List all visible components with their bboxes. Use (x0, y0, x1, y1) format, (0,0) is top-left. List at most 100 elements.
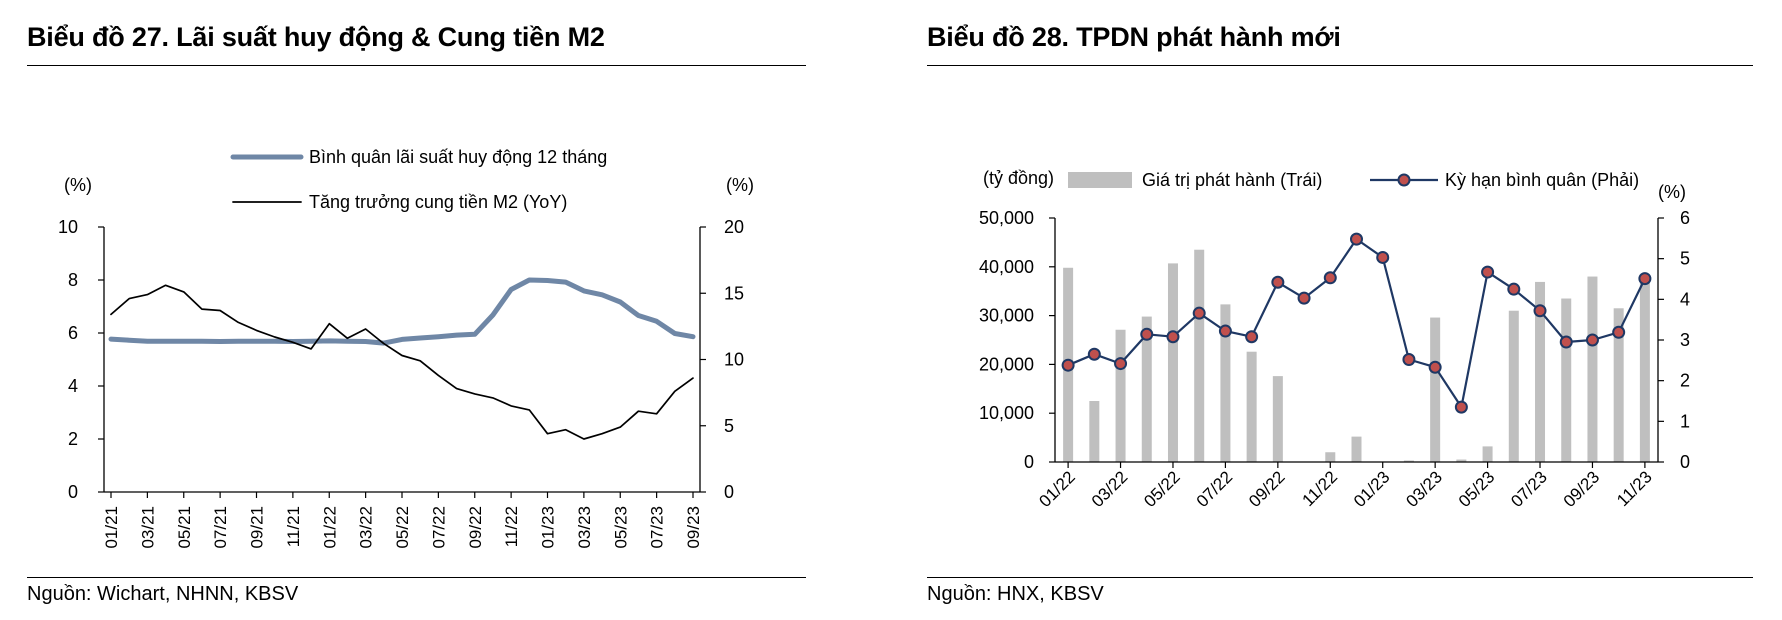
x-tick-label: 07/21 (211, 506, 230, 549)
avg-tenor-marker (1297, 291, 1311, 305)
x-tick-label: 07/23 (648, 506, 667, 549)
deposit-rate-line (108, 277, 696, 346)
issuance-bar (1220, 304, 1231, 462)
issuance-bar (1587, 276, 1598, 462)
x-tick-label: 03/22 (1088, 467, 1132, 511)
x-tick-label: 09/22 (1245, 467, 1289, 511)
chart-panel-corporate-bond-issuance: Biểu đồ 28. TPDN phát hành mới 0 10,000 20… (900, 0, 1782, 620)
avg-tenor-marker (1585, 333, 1599, 347)
x-tick-label: 11/22 (1298, 467, 1341, 510)
x-tick-label: 03/22 (357, 506, 376, 549)
y-right-unit: (%) (726, 175, 754, 195)
bar-line-combo-chart: 0 10,000 20,000 30,000 40,000 50,000 0 1 2 3 4 5 6 (t… (979, 168, 1690, 511)
x-tick-label: 11/22 (502, 506, 521, 547)
avg-tenor-marker (1245, 330, 1259, 344)
issuance-bar (1639, 282, 1650, 462)
y-left-tick-label: 6 (68, 323, 78, 343)
m2-growth-line (110, 284, 694, 440)
avg-tenor-marker (1428, 360, 1442, 374)
issuance-bar (1246, 351, 1257, 462)
y-left-tick-label: 20,000 (979, 354, 1034, 374)
x-tick-label: 09/22 (466, 506, 485, 549)
avg-tenor-marker (1481, 265, 1495, 279)
x-tick-label: 11/23 (1613, 467, 1656, 510)
x-tick-label: 07/23 (1507, 467, 1551, 511)
y-left-tick-label: 40,000 (979, 257, 1034, 277)
y-right-tick-label: 5 (724, 416, 734, 436)
y-left-unit: (tỷ đồng) (983, 168, 1054, 188)
y-left-tick-label: 4 (68, 376, 78, 396)
avg-tenor-marker (1376, 250, 1390, 264)
issuance-bar (1325, 452, 1336, 462)
y-left-tick-label: 0 (1024, 452, 1034, 472)
issuance-bar (1561, 298, 1572, 462)
y-right-tick-label: 10 (724, 350, 744, 370)
title-rule (27, 65, 806, 66)
avg-tenor-marker (1559, 335, 1573, 349)
y-right-tick-label: 20 (724, 217, 744, 237)
x-tick-label: 05/22 (1140, 467, 1184, 511)
avg-tenor-marker (1612, 325, 1626, 339)
y-right-tick-label: 4 (1680, 289, 1690, 309)
avg-tenor-marker (1166, 330, 1180, 344)
legend-label: Tăng trưởng cung tiền M2 (YoY) (309, 192, 567, 212)
y-left-tick-label: 10 (58, 217, 78, 237)
y-right-tick-label: 2 (1680, 371, 1690, 391)
legend-swatch (1068, 172, 1132, 188)
issuance-bar (1403, 460, 1414, 462)
avg-tenor-marker (1271, 275, 1285, 289)
source-rule (27, 577, 806, 578)
issuance-bar (1141, 316, 1152, 462)
x-tick-label: 05/22 (393, 506, 412, 549)
source-note: Nguồn: Wichart, NHNN, KBSV (27, 583, 299, 605)
x-tick-label: 07/22 (429, 506, 448, 549)
avg-tenor-line (1067, 238, 1646, 409)
title-rule (927, 65, 1753, 66)
chart-title: Biểu đồ 28. TPDN phát hành mới (927, 22, 1341, 52)
avg-tenor-marker (1061, 358, 1075, 372)
issuance-bar (1613, 308, 1624, 462)
x-tick-label: 07/22 (1193, 467, 1237, 511)
legend-label: Giá trị phát hành (Trái) (1142, 170, 1322, 190)
x-tick-label: 09/23 (684, 506, 703, 549)
y-left-tick-label: 8 (68, 270, 78, 290)
avg-tenor-marker (1533, 304, 1547, 318)
avg-tenor-marker (1114, 357, 1128, 371)
legend-label: Kỳ hạn bình quân (Phải) (1445, 170, 1639, 190)
x-tick-label: 03/21 (138, 506, 157, 549)
avg-tenor-marker (1323, 271, 1337, 285)
y-left-tick-label: 50,000 (979, 208, 1034, 228)
y-right-tick-label: 6 (1680, 208, 1690, 228)
y-right-tick-label: 3 (1680, 330, 1690, 350)
x-tick-label: 09/21 (248, 506, 267, 549)
issuance-bar (1089, 401, 1100, 462)
x-tick-label: 01/21 (102, 506, 121, 549)
avg-tenor-marker (1507, 282, 1521, 296)
avg-tenor-marker (1454, 400, 1468, 414)
issuance-bar (1115, 329, 1126, 462)
issuance-bar (1482, 446, 1493, 462)
issuance-bar (1167, 263, 1178, 462)
legend-marker (1397, 173, 1411, 187)
x-tick-label: 01/23 (539, 506, 558, 549)
x-tick-label: 05/21 (175, 506, 194, 549)
x-tick-label: 01/22 (320, 506, 339, 549)
avg-tenor-marker (1402, 353, 1416, 367)
source-rule (927, 577, 1753, 578)
line-chart: 0 2 4 6 8 10 0 5 10 15 20 (%) (%) 01/21 03/21 05/21 07/2… (58, 147, 754, 549)
source-note: Nguồn: HNX, KBSV (927, 583, 1104, 605)
x-tick-label: 01/22 (1035, 467, 1079, 511)
chart-title: Biểu đồ 27. Lãi suất huy động & Cung tiề… (27, 22, 605, 52)
y-right-unit: (%) (1658, 182, 1686, 202)
y-left-tick-label: 2 (68, 429, 78, 449)
y-right-tick-label: 0 (1680, 452, 1690, 472)
avg-tenor-marker (1350, 232, 1363, 246)
issuance-bar (1430, 317, 1441, 462)
issuance-bar (1508, 310, 1519, 462)
x-tick-label: 09/23 (1560, 467, 1604, 511)
x-tick-label: 05/23 (1455, 467, 1499, 511)
y-right-tick-label: 5 (1680, 249, 1690, 269)
avg-tenor-marker (1192, 306, 1206, 320)
x-tick-label: 01/23 (1350, 467, 1394, 511)
chart-panel-m2-deposit-rate: Biểu đồ 27. Lãi suất huy động & Cung tiề… (27, 22, 806, 605)
